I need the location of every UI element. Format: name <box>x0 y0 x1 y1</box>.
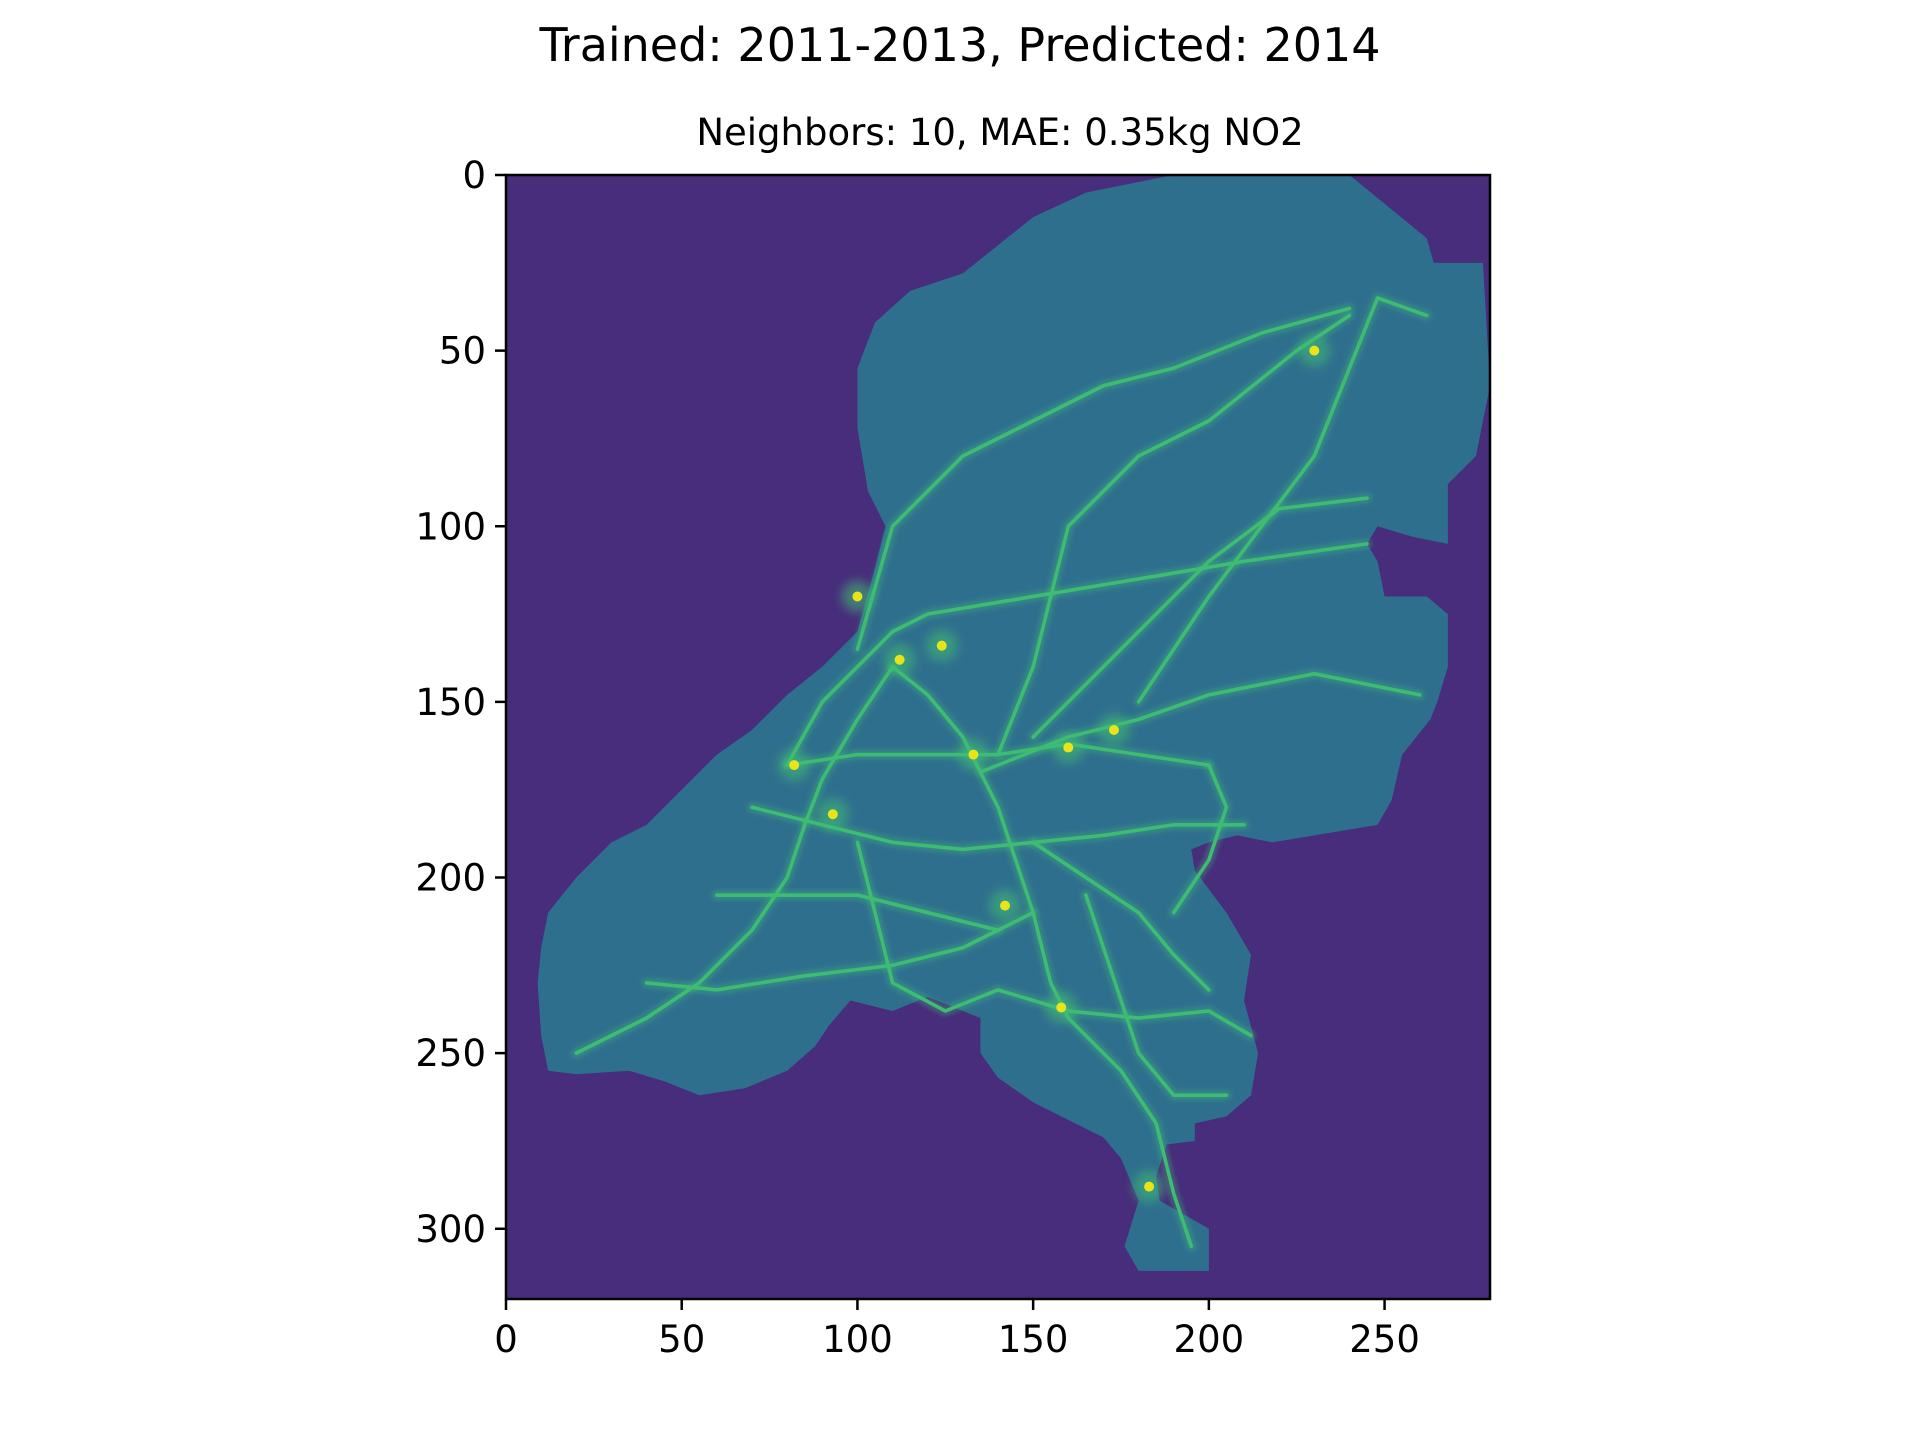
road-line-10 <box>855 840 1253 1038</box>
y-axis: 0 50 100 150 200 250 300 <box>415 154 506 1251</box>
hotspot-9 <box>1063 742 1074 753</box>
y-tick-label: 0 <box>462 154 486 197</box>
x-axis: 0 50 100 150 200 250 <box>494 1299 1420 1361</box>
y-tick-label: 100 <box>415 505 486 548</box>
hotspot-4 <box>968 749 979 760</box>
road-line-5 <box>1031 496 1369 739</box>
y-tick-label: 250 <box>415 1032 486 1075</box>
hotspot-11 <box>1309 345 1320 356</box>
hotspot-2 <box>789 760 800 771</box>
hotspot-5 <box>1000 900 1011 911</box>
road-line-7 <box>855 306 1352 651</box>
road-line-8 <box>785 542 1369 767</box>
road-line-15 <box>715 893 1000 932</box>
chart-title: Trained: 2011-2013, Predicted: 2014 <box>539 18 1381 72</box>
y-tick-label: 200 <box>415 857 486 900</box>
hotspot-7 <box>1144 1181 1155 1192</box>
road-line-6 <box>996 313 1352 757</box>
y-tick-label: 150 <box>415 681 486 724</box>
x-tick-label: 50 <box>658 1318 705 1361</box>
x-tick-label: 150 <box>998 1318 1069 1361</box>
hotspot-1 <box>852 591 863 602</box>
hotspot-6 <box>1056 1002 1067 1013</box>
road-line-9 <box>574 665 895 1055</box>
road-line-13 <box>1171 763 1229 915</box>
x-tick-label: 200 <box>1174 1318 1245 1361</box>
x-tick-label: 100 <box>822 1318 893 1361</box>
road-line-12 <box>644 910 1035 992</box>
road-line-4 <box>1136 296 1429 704</box>
axes-frame <box>504 173 1492 1301</box>
hotspot-0 <box>894 654 905 665</box>
hotspot-8 <box>1108 724 1119 735</box>
hotspot-10 <box>936 640 947 651</box>
hotspots <box>778 334 1331 1203</box>
y-tick-label: 300 <box>415 1208 486 1251</box>
x-tick-label: 250 <box>1349 1318 1420 1361</box>
heatmap-image <box>537 175 1490 1271</box>
road-line-14 <box>1084 893 1229 1098</box>
hotspot-3 <box>827 809 838 820</box>
y-tick-label: 50 <box>439 330 486 373</box>
chart-subtitle: Neighbors: 10, MAE: 0.35kg NO2 <box>696 111 1304 154</box>
road-line-11 <box>1031 840 1211 992</box>
x-tick-label: 0 <box>494 1318 518 1361</box>
